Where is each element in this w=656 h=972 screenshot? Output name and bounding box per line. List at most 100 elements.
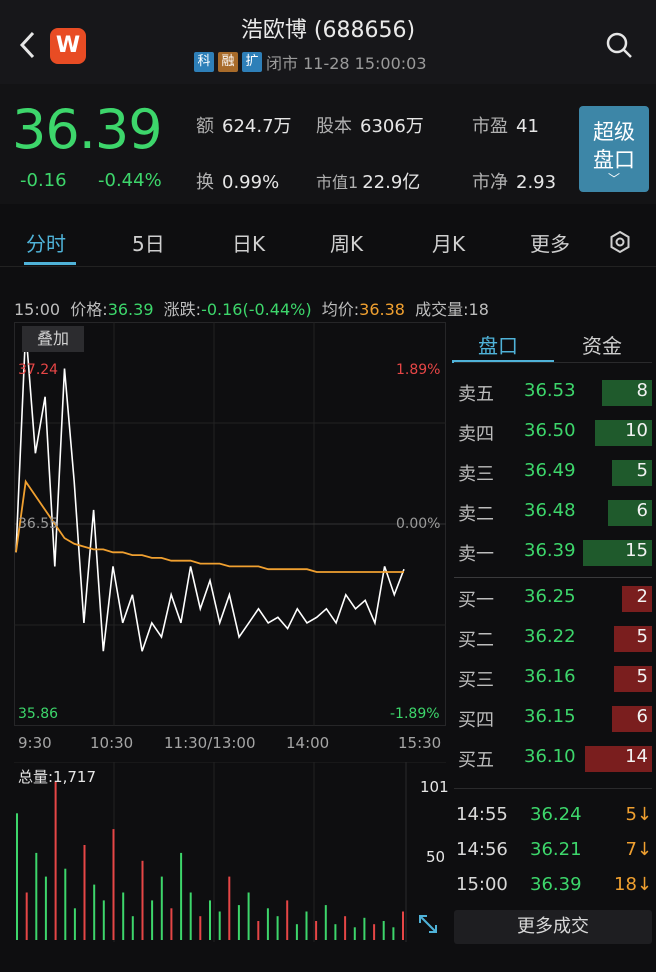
app-logo[interactable]: W — [50, 28, 86, 64]
bid-row[interactable]: 买四 36.15 6 — [454, 700, 652, 736]
volume-chart[interactable] — [14, 762, 446, 942]
trade-price: 36.21 — [530, 839, 582, 860]
volume-bar — [25, 892, 28, 940]
ask-price: 36.53 — [524, 380, 576, 401]
tab-more[interactable]: 更多 — [530, 232, 570, 256]
pct-mid-label: 0.00% — [396, 516, 441, 532]
status-line: 科 融 扩 闭市 11-28 15:00:03 — [194, 50, 427, 74]
active-tab-underline — [24, 262, 76, 265]
bid-volume: 2 — [636, 586, 648, 607]
trade-volume: 5↓ — [625, 804, 652, 825]
overlay-button[interactable]: 叠加 — [22, 326, 84, 352]
bid-level-label: 买二 — [458, 630, 494, 651]
pb-label: 市净 — [472, 172, 508, 193]
bid-volume-bar — [614, 666, 652, 692]
period-tabs: 分时 5日 日K 周K 月K 更多 — [0, 214, 656, 266]
trade-row: 15:00 36.39 18↓ — [454, 874, 652, 908]
ask-row[interactable]: 卖一 36.39 15 — [454, 534, 652, 570]
search-icon[interactable] — [604, 30, 634, 60]
ask-level-label: 卖四 — [458, 424, 494, 445]
ask-volume-bar — [602, 380, 652, 406]
ask-row[interactable]: 卖四 36.50 10 — [454, 414, 652, 450]
book-tab-underline — [452, 360, 554, 363]
ask-volume-bar — [595, 420, 652, 446]
share-label: 股本 — [316, 116, 352, 137]
volume-bar — [64, 868, 67, 940]
bid-volume: 5 — [636, 666, 648, 687]
ask-row[interactable]: 卖二 36.48 6 — [454, 494, 652, 530]
trade-row: 14:56 36.21 7↓ — [454, 839, 652, 873]
bid-row[interactable]: 买五 36.10 14 — [454, 740, 652, 776]
intraday-info-bar: 15:00 价格:36.39 涨跌:-0.16(-0.44%) 均价:36.38… — [14, 296, 489, 320]
info-avg: 36.38 — [359, 300, 405, 319]
volume-bar — [199, 916, 202, 940]
y-low-label: 35.86 — [18, 706, 59, 722]
stock-title: 浩欧博 (688656) — [240, 18, 416, 43]
volume-max-label: 101 — [420, 778, 449, 796]
divider — [0, 266, 656, 267]
ask-volume: 8 — [636, 380, 648, 401]
tab-intraday[interactable]: 分时 — [26, 232, 66, 256]
bid-volume: 6 — [636, 706, 648, 727]
super-btn-line2: 盘口 — [593, 148, 635, 172]
settings-icon[interactable] — [608, 230, 632, 254]
intraday-price-svg — [14, 322, 446, 726]
tag-expand: 扩 — [242, 52, 262, 72]
volume-bar — [93, 884, 96, 940]
volume-bar — [209, 900, 211, 940]
bid-row[interactable]: 买二 36.22 5 — [454, 620, 652, 656]
volume-bar — [112, 829, 115, 940]
info-vol: 18 — [468, 300, 489, 319]
turnover-value: 0.99% — [222, 172, 280, 193]
tab-orderbook[interactable]: 盘口 — [478, 334, 518, 358]
tab-weekly-k[interactable]: 周K — [330, 232, 364, 256]
bid-volume-bar — [612, 706, 652, 732]
more-trades-button[interactable]: 更多成交 — [454, 910, 652, 944]
volume-bar — [363, 917, 366, 940]
volume-bar — [102, 900, 105, 940]
bid-price: 36.22 — [524, 626, 576, 647]
ask-row[interactable]: 卖三 36.49 5 — [454, 454, 652, 490]
trade-row: 14:55 36.24 5↓ — [454, 804, 652, 838]
pe-label: 市盈 — [472, 116, 508, 137]
volume-bar — [247, 892, 250, 940]
volume-bar — [228, 876, 231, 940]
ask-level-label: 卖五 — [458, 384, 494, 405]
expand-icon[interactable] — [416, 912, 440, 936]
volume-bar — [218, 911, 221, 940]
chevron-down-icon: ﹀ — [607, 172, 620, 186]
ask-volume-bar — [583, 540, 652, 566]
amount-value: 624.7万 — [222, 116, 292, 137]
bid-volume-bar — [622, 586, 652, 612]
tab-daily-k[interactable]: 日K — [232, 232, 266, 256]
tag-kechuang: 科 — [194, 52, 214, 72]
tab-capital[interactable]: 资金 — [582, 334, 622, 358]
bid-level-label: 买四 — [458, 710, 494, 731]
ask-level-label: 卖二 — [458, 504, 494, 525]
volume-bar — [295, 924, 298, 940]
average-price-line — [15, 479, 404, 573]
volume-bar — [16, 813, 18, 940]
volume-bar — [122, 892, 125, 940]
x-tick-1530: 15:30 — [398, 734, 442, 752]
ask-row[interactable]: 卖五 36.53 8 — [454, 374, 652, 410]
back-icon[interactable] — [18, 30, 38, 60]
tab-monthly-k[interactable]: 月K — [432, 232, 466, 256]
volume-bar — [131, 916, 134, 940]
pb-stat: 市净 2.93 — [472, 168, 556, 194]
bid-row[interactable]: 买三 36.16 5 — [454, 660, 652, 696]
volume-bar — [315, 921, 318, 940]
pct-low-label: -1.89% — [390, 706, 440, 722]
tab-5day[interactable]: 5日 — [132, 232, 165, 256]
volume-bar — [35, 852, 38, 940]
x-tick-1400: 14:00 — [286, 734, 330, 752]
price-change: -0.16 — [20, 170, 67, 191]
trade-volume: 7↓ — [625, 839, 652, 860]
y-high-label: 37.24 — [18, 362, 59, 378]
bid-row[interactable]: 买一 36.25 2 — [454, 580, 652, 616]
super-orderbook-button[interactable]: 超级 盘口 ﹀ — [579, 106, 649, 192]
volume-bar — [402, 911, 404, 940]
market-status: 闭市 11-28 15:00:03 — [266, 54, 427, 73]
trade-price: 36.39 — [530, 874, 582, 895]
info-time: 15:00 — [14, 300, 61, 319]
